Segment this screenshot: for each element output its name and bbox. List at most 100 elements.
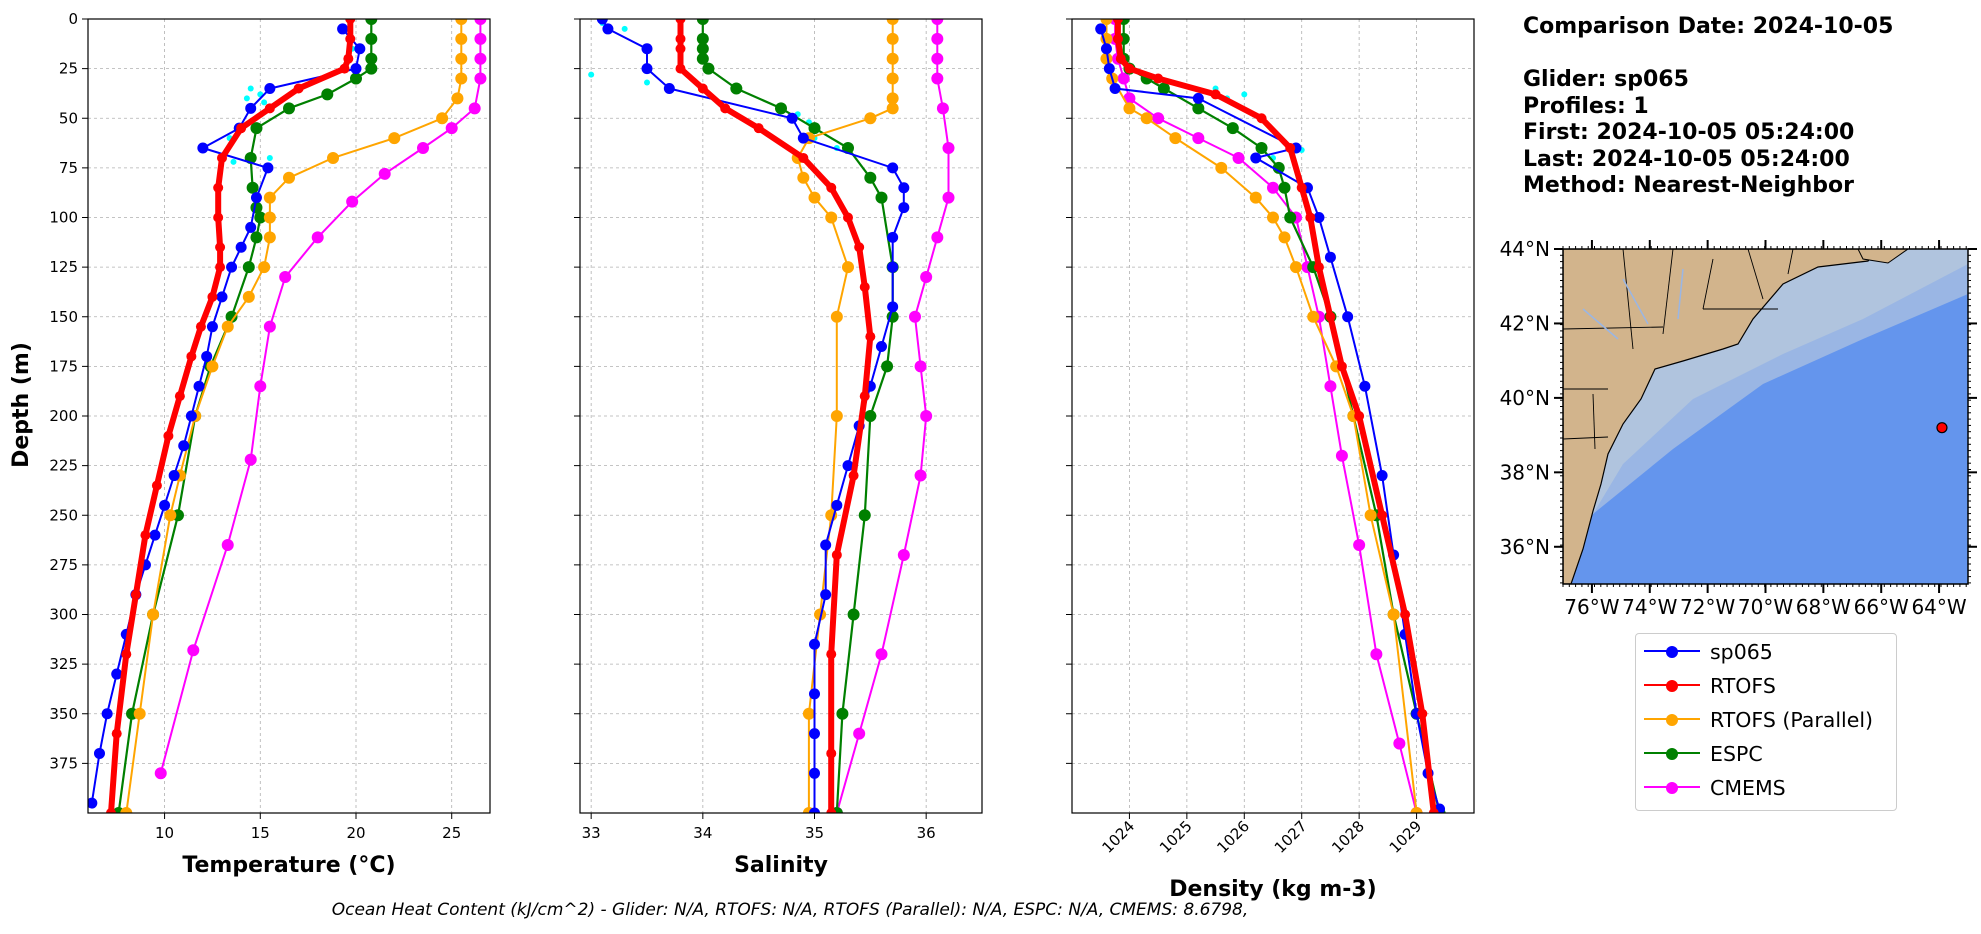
series-point-rtofs <box>111 728 122 739</box>
series-point-espc <box>696 52 709 65</box>
series-point-rtofs-parallel- <box>1387 608 1400 621</box>
series-point-rtofs <box>865 331 876 342</box>
series-point-sp065 <box>820 589 832 601</box>
state-border <box>1622 249 1634 350</box>
river <box>1622 278 1649 325</box>
river <box>1677 268 1684 320</box>
series-point-rtofs <box>213 212 224 223</box>
x-tick-label: 1026 <box>1213 817 1253 857</box>
legend-label: sp065 <box>1710 640 1773 664</box>
series-point-cmems <box>1335 449 1348 462</box>
series-point-sp065 <box>1250 152 1262 164</box>
state-border <box>1662 249 1674 335</box>
y-tick-label: 375 <box>49 754 78 772</box>
series-point-cmems <box>931 231 944 244</box>
series-point-sp065 <box>206 321 218 333</box>
glider-name: Glider: sp065 <box>1523 67 1689 92</box>
series-point-cmems <box>931 72 944 85</box>
series-point-cmems <box>474 19 487 25</box>
series-point-rtofs-parallel- <box>1140 112 1153 125</box>
series-point-rtofs-parallel- <box>120 807 133 813</box>
series-point-sp065 <box>1324 251 1336 263</box>
x-tick-label: 20 <box>346 824 365 842</box>
series-point-rtofs <box>140 530 151 541</box>
series-line-cmems <box>159 19 482 774</box>
series-point-sp065 <box>350 63 362 75</box>
series-point-cmems <box>244 453 257 466</box>
lon-label: 70°W <box>1738 595 1793 619</box>
series-point-rtofs-parallel- <box>1100 19 1113 25</box>
series-point-espc <box>1226 122 1239 135</box>
series-point-sp065 <box>235 241 247 253</box>
series-point-cmems <box>468 102 481 115</box>
series-point-espc <box>250 231 263 244</box>
series-point-sp065 <box>1192 92 1204 104</box>
series-point-rtofs <box>195 321 206 332</box>
y-tick-label: 200 <box>49 407 78 425</box>
series-point-cmems <box>1152 112 1165 125</box>
legend-entry-rtofs: RTOFS <box>1644 671 1776 701</box>
series-point-rtofs-parallel- <box>1307 310 1320 323</box>
series-point-rtofs <box>345 19 356 24</box>
legend-swatch <box>1644 637 1700 667</box>
series-point-sp065 <box>887 301 899 313</box>
state-border <box>1702 258 1714 310</box>
series-point-rtofs <box>1256 113 1267 124</box>
series-point-cmems <box>263 320 276 333</box>
series-point-espc <box>242 261 255 274</box>
y-tick-label: 250 <box>49 506 78 524</box>
series-point-sp065 <box>641 63 653 75</box>
series-point-rtofs-parallel- <box>263 191 276 204</box>
x-axis-label: Temperature (°C) <box>182 853 395 878</box>
series-point-sp065 <box>337 23 349 35</box>
series-point-sp065 <box>1359 380 1371 392</box>
state-border <box>1563 436 1609 440</box>
series-point-rtofs-parallel- <box>1169 132 1182 145</box>
series-line-sp065 <box>1099 28 1441 810</box>
series-point-cmems <box>936 102 949 115</box>
series-point-sp065 <box>887 231 899 243</box>
series-point-espc <box>696 42 709 55</box>
series-point-rtofs <box>826 808 837 813</box>
series-point-espc <box>254 211 267 224</box>
ocean-heat-content-footer: Ocean Heat Content (kJ/cm^2) - Glider: N… <box>331 900 1249 920</box>
series-point-rtofs <box>1336 361 1347 372</box>
series-point-espc <box>808 122 821 135</box>
series-point-espc <box>365 52 378 65</box>
legend-label: RTOFS (Parallel) <box>1710 708 1874 732</box>
series-point-rtofs-parallel- <box>1410 807 1423 813</box>
y-tick-label: 0 <box>68 10 78 28</box>
salinity-panel: 33 34 35 36 Salinity <box>574 18 983 878</box>
series-point-cmems <box>474 32 487 45</box>
legend-entry-cmems: CMEMS <box>1644 773 1786 803</box>
legend-swatch <box>1644 671 1700 701</box>
glider-raw-point <box>644 79 650 86</box>
series-point-rtofs-parallel- <box>1289 261 1302 274</box>
series-point-espc <box>1272 161 1285 174</box>
x-tick-label: 1024 <box>1099 817 1139 857</box>
series-point-rtofs <box>1112 33 1123 44</box>
series-point-rtofs-parallel- <box>1100 52 1113 65</box>
series-point-sp065 <box>216 291 228 303</box>
series-point-espc <box>321 88 334 101</box>
x-tick-label: 25 <box>442 824 461 842</box>
series-point-sp065 <box>898 182 910 194</box>
series-point-espc <box>702 62 715 75</box>
series-point-cmems <box>1370 648 1383 661</box>
series-point-sp065 <box>264 82 276 94</box>
series-point-rtofs-parallel- <box>455 32 468 45</box>
series-point-espc <box>283 102 295 115</box>
series-point-rtofs-parallel- <box>263 211 276 224</box>
series-point-espc <box>365 62 378 75</box>
series-point-rtofs-parallel- <box>436 112 449 125</box>
state-border <box>1563 326 1664 330</box>
state-border <box>1787 249 1794 275</box>
series-point-sp065 <box>898 202 910 214</box>
series-point-rtofs-parallel- <box>825 211 838 224</box>
series-point-sp065 <box>111 668 123 680</box>
series-point-espc <box>1192 102 1205 115</box>
series-point-rtofs <box>1210 89 1221 100</box>
y-tick-label: 25 <box>59 60 78 78</box>
y-tick-label: 225 <box>49 457 78 475</box>
